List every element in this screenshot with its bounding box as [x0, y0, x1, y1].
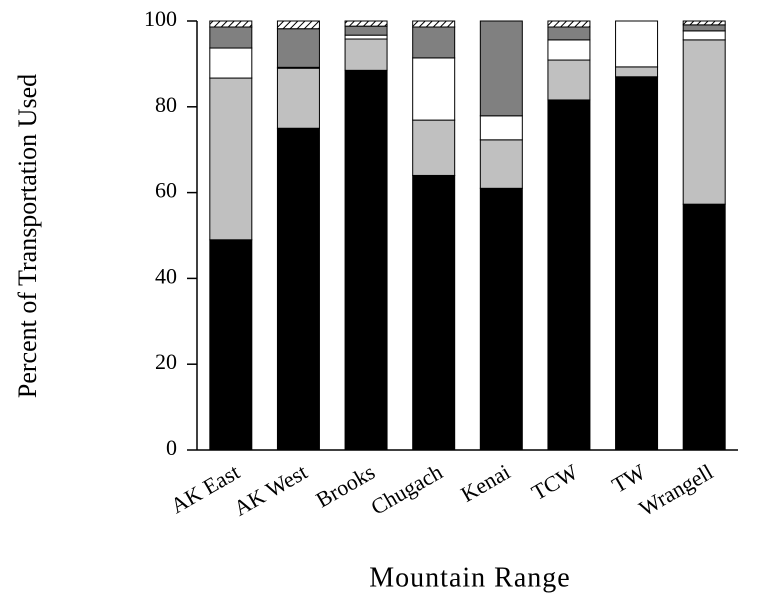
bar-segment: [547, 39, 591, 61]
bar-segment: [479, 139, 523, 189]
bar-segment: [547, 99, 591, 451]
bar-segment: [344, 34, 388, 40]
x-tick-label: Kenai: [456, 459, 514, 507]
bar-segment: [209, 20, 253, 28]
bar-segment: [209, 26, 253, 49]
bar-segment: [276, 20, 320, 30]
y-tick-label: 100: [144, 6, 177, 31]
bar-segment: [412, 174, 456, 451]
x-axis-label: Mountain Range: [369, 562, 570, 593]
bar-segment: [682, 39, 726, 205]
x-tick-label: TCW: [527, 459, 582, 505]
bar-segment: [547, 59, 591, 101]
bar-segment: [479, 20, 523, 117]
y-tick-label: 60: [155, 178, 177, 203]
y-tick-label: 40: [155, 263, 177, 288]
bar-segment: [344, 20, 388, 27]
bar-segment: [209, 239, 253, 451]
bar-segment: [276, 28, 320, 68]
bar-segment: [615, 66, 659, 78]
y-axis-label: Percent of Transportation Used: [13, 74, 42, 398]
bar-segment: [412, 26, 456, 59]
x-tick-label: TW: [607, 459, 649, 498]
bar-segment: [479, 187, 523, 451]
bar-segment: [412, 119, 456, 176]
bar-segment: [547, 26, 591, 41]
x-tick-label: AK East: [166, 459, 244, 518]
y-tick-label: 80: [155, 92, 177, 117]
bar-segment: [682, 203, 726, 451]
y-tick-label: 0: [166, 435, 177, 460]
bar-segment: [682, 24, 726, 32]
x-tick-label: Wrangell: [635, 459, 718, 521]
bar-segment: [209, 77, 253, 241]
bar-segment: [276, 127, 320, 451]
bar-segment: [276, 67, 320, 129]
x-tick-label: AK West: [229, 459, 311, 521]
bar-segment: [479, 115, 523, 141]
bar-segment: [412, 20, 456, 28]
bar-segment: [344, 38, 388, 71]
bar-segment: [615, 76, 659, 451]
bar-segment: [547, 20, 591, 28]
bar-segment: [682, 30, 726, 41]
bar-segment: [344, 69, 388, 451]
bar-segment: [344, 25, 388, 36]
x-tick-label: Brooks: [312, 459, 380, 512]
bar-segment: [412, 57, 456, 121]
y-tick-label: 20: [155, 349, 177, 374]
bar-segment: [209, 47, 253, 79]
bar-segment: [615, 20, 659, 68]
bar-segment: [682, 20, 726, 26]
x-tick-label: Chugach: [366, 459, 446, 520]
